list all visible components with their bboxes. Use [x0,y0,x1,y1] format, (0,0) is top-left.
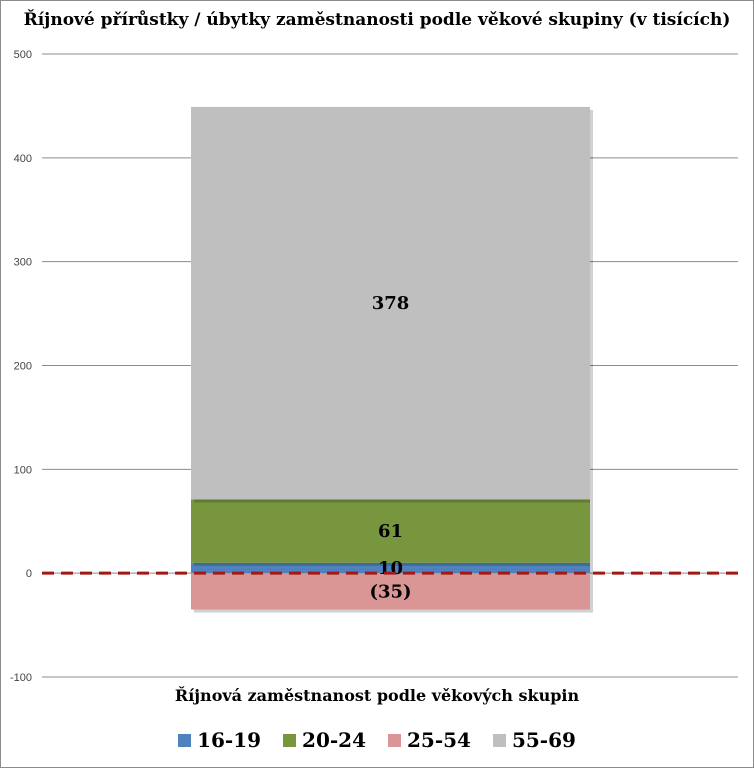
chart-title: Říjnové přírůstky / úbytky zaměstnanosti… [23,10,731,30]
y-tick-label: 500 [14,49,32,61]
y-tick-label: 300 [14,257,32,269]
legend-label: 16-19 [197,728,262,752]
legend-label: 55-69 [511,728,576,752]
legend: 16-19 20-24 25-54 55-69 [0,728,754,752]
legend-swatch [178,733,192,747]
legend-label: 25-54 [407,728,471,752]
y-tick-label: 400 [14,153,32,165]
y-tick-label: 100 [14,464,32,476]
data-label-25-54: (35) [369,581,411,602]
legend-label: 20-24 [302,728,366,752]
legend-swatch [388,733,401,747]
bar-segment-25-54 [191,573,590,610]
legend-item-25-54: 25-54 [388,728,471,752]
bar-segment-55-69 [191,106,590,500]
y-tick-label: 0 [26,568,32,580]
legend-item-55-69: 55-69 [492,728,576,752]
data-label-16-19: 10 [378,558,403,579]
data-label-55-69: 378 [372,293,410,314]
y-tick-label: 200 [14,361,32,373]
legend-swatch [492,733,506,747]
legend-item-20-24: 20-24 [283,728,366,752]
bar-segment-20-24 [191,499,590,563]
legend-swatch [283,733,297,747]
y-tick-label: -100 [10,672,32,684]
legend-item-16-19: 16-19 [178,728,261,752]
data-label-20-24: 61 [378,521,403,542]
x-axis-label: Říjnová zaměstnanost podle věkových skup… [174,686,580,705]
bar-segment-16-19 [191,562,590,574]
